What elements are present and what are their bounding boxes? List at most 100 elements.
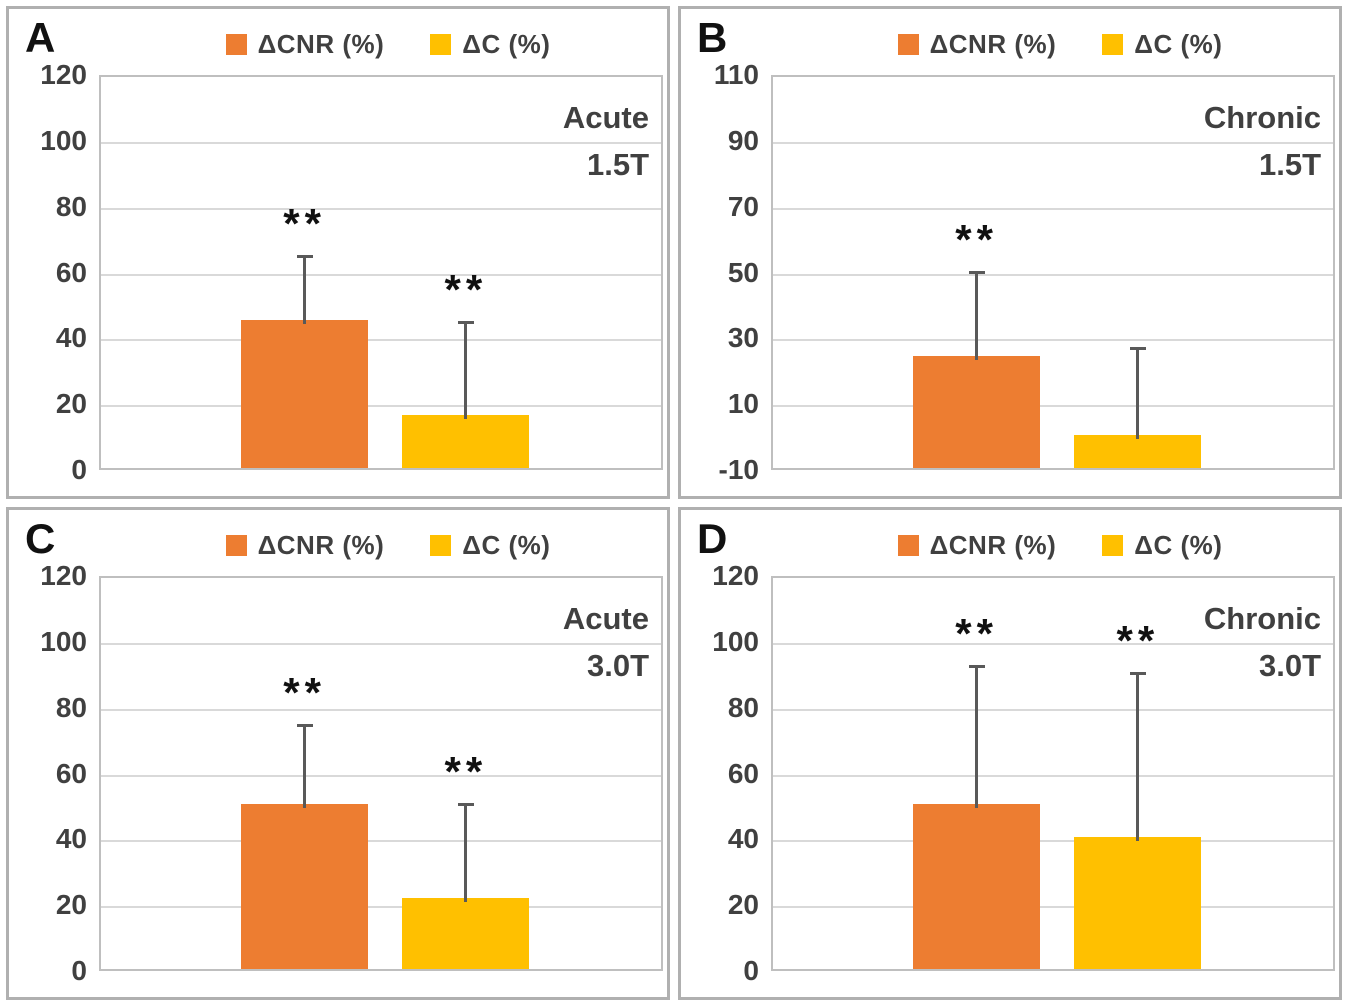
dc-swatch-icon <box>1102 34 1124 55</box>
error-bar-cap <box>1129 346 1146 350</box>
plot-area: Acute 3.0T ** ** <box>99 576 663 971</box>
error-bar-cap <box>968 665 985 669</box>
legend: ΔCNR (%) ΔC (%) <box>109 530 667 561</box>
legend-label-dc: ΔC (%) <box>1134 29 1223 59</box>
legend-label-dc: ΔC (%) <box>1134 530 1223 560</box>
y-tick-label: 0 <box>743 955 759 986</box>
gridline <box>101 840 661 843</box>
gridline <box>773 141 1333 144</box>
condition-label: Acute <box>562 100 649 135</box>
field-strength-label: 3.0T <box>586 648 649 683</box>
bar-dc <box>402 415 530 468</box>
condition-annotation: Chronic 3.0T <box>1204 595 1321 689</box>
dc-swatch-icon <box>430 535 452 556</box>
gridline <box>773 339 1333 342</box>
error-bar <box>1136 671 1140 842</box>
legend-item-dcnr: ΔCNR (%) <box>225 530 385 561</box>
significance-marker: ** <box>955 610 998 658</box>
legend-item-dc: ΔC (%) <box>430 530 550 561</box>
y-tick-label: 0 <box>71 454 87 485</box>
bar-dcnr <box>241 804 369 969</box>
panel-chronic-1-5t: B ΔCNR (%) ΔC (%) 110 90 70 50 30 10 -10 Chron… <box>678 6 1342 499</box>
y-tick-label: 110 <box>713 59 759 90</box>
y-axis: 110 90 70 50 30 10 -10 <box>681 9 761 496</box>
legend-label-dcnr: ΔCNR (%) <box>929 29 1057 59</box>
y-axis: 120 100 80 60 40 20 0 <box>9 510 89 997</box>
y-tick-label: 40 <box>55 322 87 354</box>
gridline <box>773 405 1333 408</box>
dcnr-swatch-icon <box>225 535 247 556</box>
y-tick-label: 80 <box>55 190 87 222</box>
y-tick-label: 40 <box>55 823 87 855</box>
error-bar-cap <box>457 320 474 324</box>
error-bar-cap <box>1129 671 1146 675</box>
gridline <box>773 207 1333 210</box>
plot-area: Chronic 3.0T ** ** <box>771 576 1335 971</box>
significance-marker: ** <box>444 748 488 796</box>
y-tick-label: 20 <box>727 889 759 921</box>
y-axis: 120 100 80 60 40 20 0 <box>9 9 89 496</box>
y-tick-label: 20 <box>55 889 87 921</box>
bar-dc <box>1074 837 1202 969</box>
legend: ΔCNR (%) ΔC (%) <box>781 29 1339 60</box>
condition-label: Chronic <box>1203 100 1321 135</box>
legend: ΔCNR (%) ΔC (%) <box>781 530 1339 561</box>
condition-annotation: Chronic 1.5T <box>1204 94 1321 188</box>
field-strength-label: 1.5T <box>1258 147 1321 182</box>
gridline <box>773 906 1333 909</box>
dc-swatch-icon <box>430 34 452 55</box>
panel-letter: A <box>25 14 56 61</box>
plot-area: Acute 1.5T ** ** <box>99 75 663 470</box>
panel-acute-1-5t: A ΔCNR (%) ΔC (%) 120 100 80 60 40 20 0 Acute … <box>6 6 670 499</box>
legend-item-dcnr: ΔCNR (%) <box>225 29 385 60</box>
plot-area: Chronic 1.5T ** <box>771 75 1335 470</box>
error-bar-cap <box>968 271 985 275</box>
panel-letter: B <box>697 14 728 61</box>
gridline <box>101 273 661 276</box>
gridline <box>773 840 1333 843</box>
error-bar <box>975 271 979 361</box>
y-tick-label: 60 <box>55 256 87 288</box>
error-bar-cap <box>296 254 313 258</box>
error-bar-cap <box>457 803 474 807</box>
legend-label-dcnr: ΔCNR (%) <box>257 530 385 560</box>
gridline <box>101 642 661 645</box>
significance-marker: ** <box>1116 616 1160 664</box>
condition-label: Acute <box>562 601 649 636</box>
legend: ΔCNR (%) ΔC (%) <box>109 29 667 60</box>
field-strength-label: 1.5T <box>586 147 649 182</box>
error-bar <box>1136 346 1140 440</box>
gridline <box>101 906 661 909</box>
bar-dcnr <box>241 319 369 468</box>
error-bar <box>464 803 468 903</box>
significance-marker: ** <box>955 216 998 264</box>
dcnr-swatch-icon <box>897 34 919 55</box>
condition-annotation: Acute 3.0T <box>563 595 649 689</box>
y-tick-label: 120 <box>40 560 87 591</box>
legend-label-dcnr: ΔCNR (%) <box>929 530 1057 560</box>
dcnr-swatch-icon <box>897 535 919 556</box>
gridline <box>101 405 661 408</box>
significance-marker: ** <box>283 199 326 247</box>
y-tick-label: 10 <box>727 388 759 420</box>
y-tick-label: 60 <box>55 757 87 789</box>
condition-annotation: Acute 1.5T <box>563 94 649 188</box>
y-tick-label: 100 <box>712 625 759 657</box>
error-bar-cap <box>296 724 313 728</box>
gridline <box>773 642 1333 645</box>
legend-item-dcnr: ΔCNR (%) <box>897 530 1057 561</box>
y-tick-label: 30 <box>727 322 759 354</box>
bar-dcnr <box>913 804 1041 969</box>
gridline <box>101 141 661 144</box>
gridline <box>101 207 661 210</box>
error-bar <box>303 254 307 324</box>
y-tick-label: 60 <box>727 757 759 789</box>
y-tick-label: 100 <box>40 625 87 657</box>
legend-label-dc: ΔC (%) <box>462 530 551 560</box>
panel-letter: C <box>25 515 56 562</box>
y-tick-label: 80 <box>727 691 759 723</box>
y-tick-label: -10 <box>718 454 759 485</box>
y-tick-label: 80 <box>55 691 87 723</box>
gridline <box>101 708 661 711</box>
legend-item-dc: ΔC (%) <box>1102 29 1222 60</box>
